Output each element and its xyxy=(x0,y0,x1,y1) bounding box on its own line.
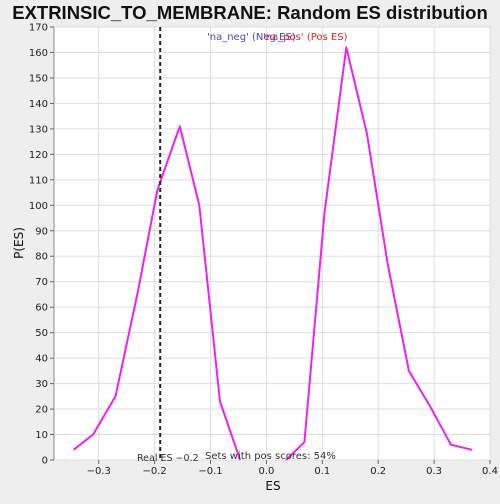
y-tick-label: 170 xyxy=(29,23,48,34)
y-tick-label: 120 xyxy=(29,150,48,161)
legend-entry-neg: 'na_neg' (Neg ES) xyxy=(207,32,296,43)
y-tick-label: 150 xyxy=(29,73,48,84)
y-tick-label: 160 xyxy=(29,48,48,59)
x-tick-label: 0.4 xyxy=(482,466,498,477)
y-tick-label: 90 xyxy=(35,226,48,237)
series-line-pos xyxy=(285,46,473,461)
axes: 0 10 20 30 40 50 60 70 80 90 100 110 120 130 140 150 160… xyxy=(29,23,498,478)
x-tick-label: −0.3 xyxy=(87,466,111,477)
grid-lines xyxy=(54,26,491,461)
y-tick-label: 50 xyxy=(35,328,48,339)
x-tick-label: 0.2 xyxy=(370,466,386,477)
series-lines xyxy=(72,46,473,461)
y-tick-label: 130 xyxy=(29,124,48,135)
legend-entry-pos: 'na_pos' (Pos ES) xyxy=(263,32,348,43)
y-tick-label: 110 xyxy=(29,175,48,186)
chart-title: EXTRINSIC_TO_MEMBRANE: Random ES distrib… xyxy=(12,2,488,23)
x-tick-label: 0.1 xyxy=(314,466,330,477)
y-tick-label: 20 xyxy=(35,405,48,416)
y-tick-label: 80 xyxy=(35,252,48,263)
y-tick-label: 0 xyxy=(42,456,48,467)
y-tick-label: 30 xyxy=(35,379,48,390)
y-axis-title: P(ES) xyxy=(12,227,26,259)
x-tick-label: −0.1 xyxy=(198,466,222,477)
y-tick-label: 100 xyxy=(29,201,48,212)
x-tick-label: −0.2 xyxy=(142,466,166,477)
plot-area xyxy=(53,26,491,461)
y-tick-label: 140 xyxy=(29,99,48,110)
x-tick-label: 0.0 xyxy=(258,466,274,477)
y-tick-label: 60 xyxy=(35,303,48,314)
y-tick-label: 40 xyxy=(35,354,48,365)
pos-scores-annotation: Sets with pos scores: 54% xyxy=(205,451,336,462)
y-tick-label: 70 xyxy=(35,277,48,288)
y-tick-label: 10 xyxy=(35,430,48,441)
x-tick-label: 0.3 xyxy=(426,466,442,477)
x-axis-title: ES xyxy=(265,479,280,493)
series-line-neg xyxy=(72,125,242,461)
real-es-label: Real ES −0.2 xyxy=(137,453,199,464)
